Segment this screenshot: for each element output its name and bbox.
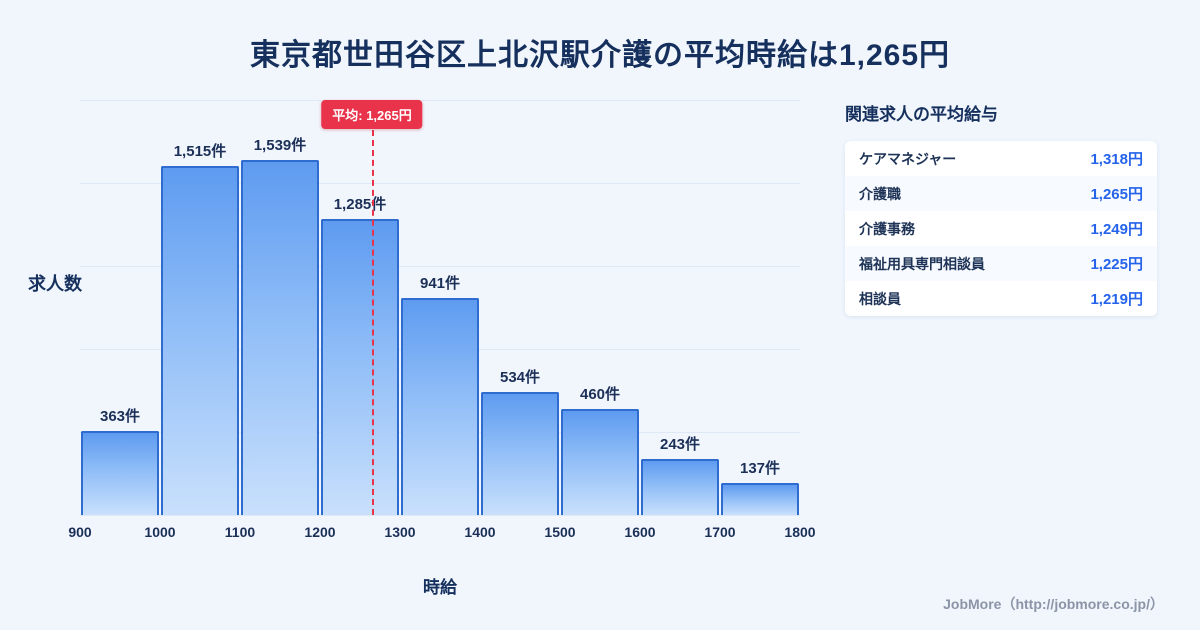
bar-value-label: 243件 — [659, 435, 701, 453]
histogram-chart: 363件 1,515件 1,539件 1,285件 941件 534件 460件 243件 13… — [28, 100, 816, 597]
x-axis-label: 時給 — [423, 578, 457, 597]
average-line — [372, 130, 374, 515]
bar — [401, 298, 479, 515]
job-wage-value: 1,219円 — [1090, 291, 1143, 308]
bar — [321, 218, 399, 515]
x-axis-ticks: 900 1000 1100 1200 1300 1400 1500 1600 1700 1800 — [68, 515, 815, 541]
bar-slot: 243件 — [640, 100, 720, 515]
page-title: 東京都世田谷区上北沢駅介護の平均時給は1,265円 — [249, 39, 951, 72]
bars: 363件 1,515件 1,539件 1,285件 941件 534件 460件 243件 13… — [80, 100, 800, 515]
bar — [241, 160, 319, 515]
x-tick-label: 1100 — [224, 524, 256, 540]
panel-heading: 関連求人の平均給与 — [845, 105, 998, 124]
bar-value-label: 941件 — [419, 275, 461, 293]
gridline — [80, 266, 800, 267]
job-label: 相談員 — [859, 290, 901, 307]
bar — [481, 391, 559, 515]
bar-slot: 1,515件 — [160, 100, 240, 515]
job-label: ケアマネジャー — [859, 150, 957, 167]
job-wage-value: 1,225円 — [1090, 256, 1143, 273]
bar-slot: 1,285件 — [320, 100, 400, 515]
bar-value-label: 460件 — [579, 385, 621, 403]
average-badge: 平均: 1,265円 — [321, 100, 423, 129]
bar — [81, 431, 159, 515]
x-tick-label: 900 — [68, 524, 92, 540]
bar-slot: 363件 — [80, 100, 160, 515]
job-label: 福祉用具専門相談員 — [859, 255, 985, 272]
x-tick-label: 1800 — [784, 524, 816, 540]
bar-slot: 460件 — [560, 100, 640, 515]
table-row: ケアマネジャー 1,318円 — [845, 141, 1157, 176]
related-jobs-panel: 関連求人の平均給与 ケアマネジャー 1,318円介護職 1,265円介護事務 1,24… — [845, 100, 1157, 316]
y-axis-label: 求人数 — [28, 274, 82, 294]
job-wage-value: 1,265円 — [1090, 186, 1143, 203]
bar-slot: 534件 — [480, 100, 560, 515]
x-tick-label: 1400 — [464, 524, 496, 540]
x-tick-label: 1300 — [384, 524, 416, 540]
bar-value-label: 1,539件 — [253, 137, 307, 155]
table-row: 相談員 1,219円 — [845, 281, 1157, 316]
bar-value-label: 534件 — [499, 368, 541, 386]
x-tick-label: 1000 — [144, 524, 176, 540]
bar-slot: 941件 — [400, 100, 480, 515]
job-wage-value: 1,318円 — [1090, 151, 1143, 168]
x-tick-label: 1200 — [304, 524, 336, 540]
bar-value-label: 137件 — [739, 460, 781, 478]
bar-slot: 1,539件 — [240, 100, 320, 515]
bar-value-label: 1,285件 — [333, 195, 387, 213]
bar-value-label: 1,515件 — [173, 142, 227, 160]
job-wage-value: 1,249円 — [1090, 221, 1143, 238]
bar — [721, 483, 799, 515]
table-row: 介護事務 1,249円 — [845, 211, 1157, 246]
gridline — [80, 100, 800, 101]
bar — [161, 165, 239, 515]
x-tick-label: 1700 — [704, 524, 736, 540]
bar — [561, 408, 639, 515]
x-tick-label: 1600 — [624, 524, 656, 540]
gridline — [80, 515, 800, 516]
gridline — [80, 183, 800, 184]
x-tick-label: 1500 — [544, 524, 576, 540]
job-label: 介護事務 — [859, 220, 915, 237]
job-label: 介護職 — [859, 185, 901, 202]
bar-value-label: 363件 — [99, 408, 141, 426]
bar-slot: 137件 — [720, 100, 800, 515]
table-row: 福祉用具専門相談員 1,225円 — [845, 246, 1157, 281]
credit: JobMore（http://jobmore.co.jp/） — [943, 596, 1164, 612]
bar — [641, 458, 719, 515]
salary-table: ケアマネジャー 1,318円介護職 1,265円介護事務 1,249円福祉用具専門相談… — [845, 141, 1157, 316]
table-row: 介護職 1,265円 — [845, 176, 1157, 211]
